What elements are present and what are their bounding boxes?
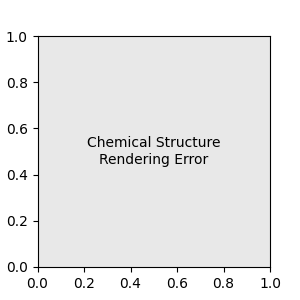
Text: Chemical Structure
Rendering Error: Chemical Structure Rendering Error — [87, 136, 220, 166]
